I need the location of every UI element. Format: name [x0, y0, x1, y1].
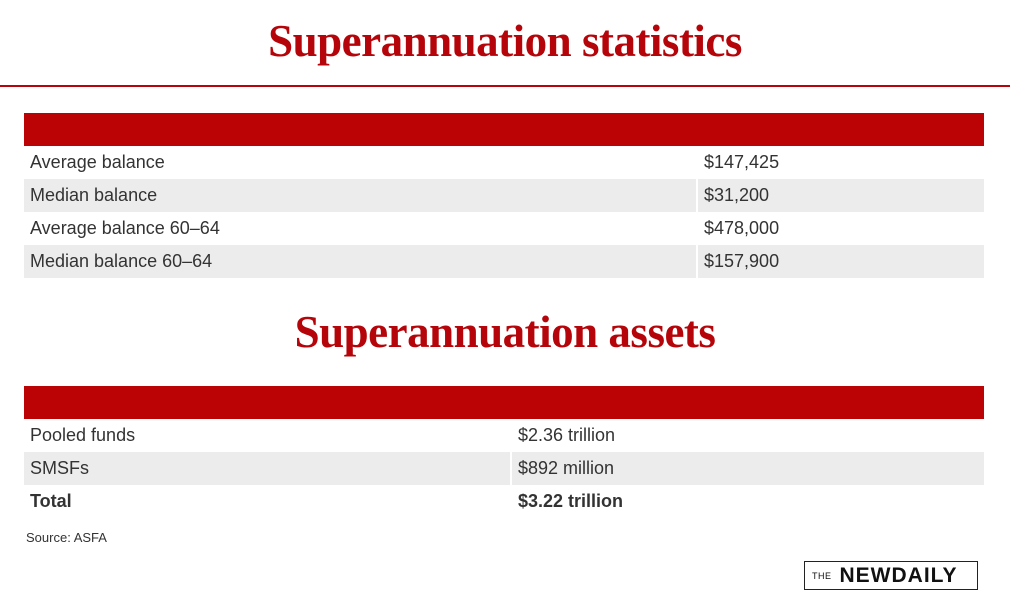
- value-cell: $478,000: [696, 212, 984, 245]
- value-cell: $2.36 trillion: [510, 419, 984, 452]
- label-cell: SMSFs: [24, 452, 511, 485]
- label-cell: Average balance: [30, 152, 165, 172]
- source-note: Source: ASFA: [26, 530, 107, 545]
- label-cell: Average balance 60–64: [30, 218, 220, 238]
- label-cell: Total: [30, 491, 72, 511]
- label-cell: Median balance: [24, 179, 697, 212]
- label-cell: Median balance 60–64: [24, 245, 697, 278]
- header-cell: [511, 386, 984, 419]
- value-cell: $892 million: [510, 452, 984, 485]
- header-cell: [24, 113, 697, 146]
- table-row: Median balance 60–64 $157,900: [24, 245, 984, 278]
- table-row: Median balance $31,200: [24, 179, 984, 212]
- table-row: SMSFs $892 million: [24, 452, 984, 485]
- table-body: Average balance $147,425 Median balance $31…: [24, 146, 984, 278]
- value-cell: $147,425: [696, 146, 984, 179]
- logo-name: NEWDAILY: [839, 563, 958, 587]
- table-head: [24, 386, 984, 419]
- label-cell: Pooled funds: [30, 425, 136, 445]
- header-cell: [697, 113, 984, 146]
- table-row: Average balance $147,425: [24, 146, 984, 179]
- data-table: Pooled funds $2.36 trillion SMSFs $892 mill…: [24, 386, 984, 518]
- table-row: Pooled funds $2.36 trillion: [24, 419, 984, 452]
- logo-prefix: THE: [812, 570, 832, 581]
- divider: [0, 85, 1010, 87]
- table-row: Average balance 60–64 $478,000: [24, 212, 984, 245]
- value-cell: $31,200: [696, 179, 984, 212]
- header-cell: [24, 386, 511, 419]
- section-title: Superannuation statistics: [268, 16, 742, 66]
- header-row: [24, 386, 984, 419]
- value-cell: $157,900: [696, 245, 984, 278]
- table-head: [24, 113, 984, 146]
- data-table: Average balance $147,425 Median balance $31…: [24, 113, 984, 278]
- table-row: Total $3.22 trillion: [24, 485, 984, 518]
- table-body: Pooled funds $2.36 trillion SMSFs $892 mill…: [24, 419, 984, 518]
- header-row: [24, 113, 984, 146]
- value-cell: $3.22 trillion: [510, 485, 984, 518]
- logo: THE NEWDAILY: [804, 561, 978, 590]
- section-title: Superannuation assets: [294, 307, 716, 357]
